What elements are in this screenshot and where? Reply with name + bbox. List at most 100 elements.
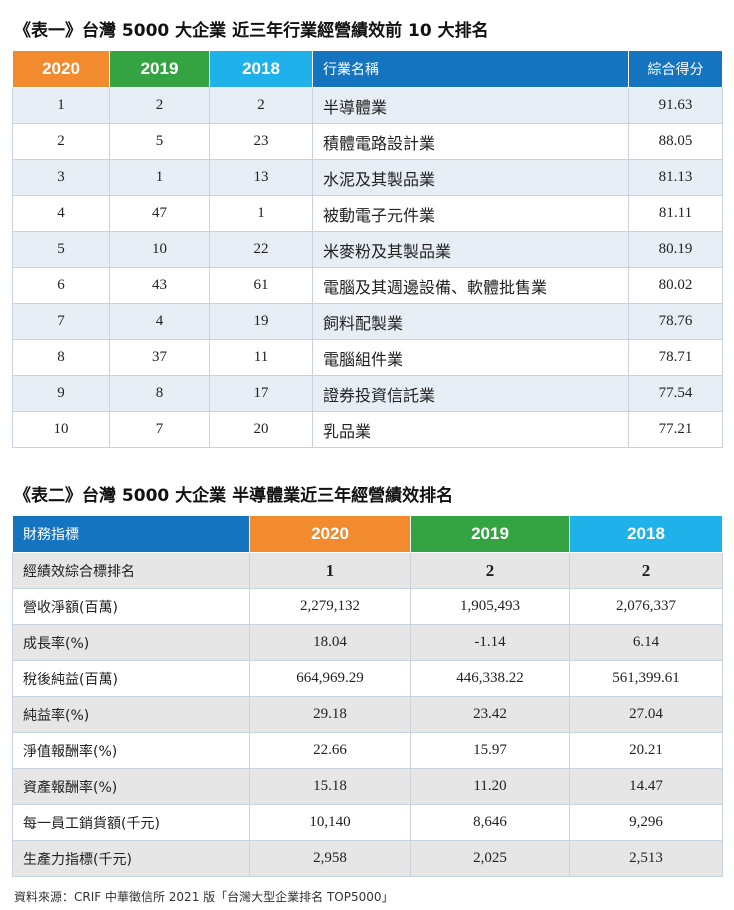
rank-2018-cell: 2 xyxy=(209,87,313,124)
value-2018-cell: 2 xyxy=(569,552,723,589)
table2-row: 資產報酬率(%) 15.18 11.20 14.47 xyxy=(12,768,723,805)
value-2019-cell: 8,646 xyxy=(410,804,570,841)
table1-header-2018: 2018 xyxy=(209,50,313,88)
table1-row: 4 47 1 被動電子元件業 81.11 xyxy=(12,195,723,232)
rank-2018-cell: 20 xyxy=(209,411,313,448)
value-2018-cell: 2,513 xyxy=(569,840,723,877)
table1-row: 9 8 17 證券投資信託業 77.54 xyxy=(12,375,723,412)
value-2020-cell: 18.04 xyxy=(249,624,411,661)
table2-row: 經績效綜合標排名 1 2 2 xyxy=(12,552,723,589)
value-2019-cell: 15.97 xyxy=(410,732,570,769)
score-cell: 91.63 xyxy=(628,87,723,124)
table1-row: 5 10 22 米麥粉及其製品業 80.19 xyxy=(12,231,723,268)
rank-2019-cell: 1 xyxy=(109,159,210,196)
rank-2019-cell: 5 xyxy=(109,123,210,160)
value-2020-cell: 22.66 xyxy=(249,732,411,769)
industry-name-cell: 飼料配製業 xyxy=(312,303,629,340)
industry-name-cell: 米麥粉及其製品業 xyxy=(312,231,629,268)
metric-label-cell: 經績效綜合標排名 xyxy=(12,552,250,589)
rank-2018-cell: 1 xyxy=(209,195,313,232)
rank-2018-cell: 23 xyxy=(209,123,313,160)
value-2019-cell: 446,338.22 xyxy=(410,660,570,697)
table2-header-row: 財務指標 2020 2019 2018 xyxy=(12,515,723,553)
value-2020-cell: 10,140 xyxy=(249,804,411,841)
score-cell: 80.02 xyxy=(628,267,723,304)
rank-2019-cell: 4 xyxy=(109,303,210,340)
rank-2018-cell: 22 xyxy=(209,231,313,268)
score-cell: 78.76 xyxy=(628,303,723,340)
rank-2020-cell: 8 xyxy=(12,339,110,376)
table2-row: 生產力指標(千元) 2,958 2,025 2,513 xyxy=(12,840,723,877)
table1-row: 3 1 13 水泥及其製品業 81.13 xyxy=(12,159,723,196)
rank-2018-cell: 13 xyxy=(209,159,313,196)
rank-2019-cell: 43 xyxy=(109,267,210,304)
score-cell: 88.05 xyxy=(628,123,723,160)
rank-2018-cell: 61 xyxy=(209,267,313,304)
table1-row: 10 7 20 乳品業 77.21 xyxy=(12,411,723,448)
table2-header-2019: 2019 xyxy=(410,515,570,553)
table1-header-2020: 2020 xyxy=(12,50,110,88)
metric-label-cell: 每一員工銷貨額(千元) xyxy=(12,804,250,841)
table1-row: 1 2 2 半導體業 91.63 xyxy=(12,87,723,124)
industry-ranking-table: 2020 2019 2018 行業名稱 綜合得分 1 2 2 半導體業 91.63 2 5 2… xyxy=(12,50,723,448)
metric-label-cell: 生產力指標(千元) xyxy=(12,840,250,877)
industry-name-cell: 半導體業 xyxy=(312,87,629,124)
rank-2019-cell: 47 xyxy=(109,195,210,232)
table1-header-score: 綜合得分 xyxy=(628,50,723,88)
value-2018-cell: 6.14 xyxy=(569,624,723,661)
table1-row: 2 5 23 積體電路設計業 88.05 xyxy=(12,123,723,160)
score-cell: 78.71 xyxy=(628,339,723,376)
industry-name-cell: 積體電路設計業 xyxy=(312,123,629,160)
value-2018-cell: 27.04 xyxy=(569,696,723,733)
metric-label-cell: 純益率(%) xyxy=(12,696,250,733)
metric-label-cell: 稅後純益(百萬) xyxy=(12,660,250,697)
value-2020-cell: 664,969.29 xyxy=(249,660,411,697)
rank-2018-cell: 19 xyxy=(209,303,313,340)
rank-2020-cell: 4 xyxy=(12,195,110,232)
source-note: 資料來源：CRIF 中華徵信所 2021 版「台灣大型企業排名 TOP5000」 xyxy=(14,890,394,904)
industry-name-cell: 水泥及其製品業 xyxy=(312,159,629,196)
rank-2020-cell: 7 xyxy=(12,303,110,340)
value-2019-cell: 1,905,493 xyxy=(410,588,570,625)
industry-name-cell: 證券投資信託業 xyxy=(312,375,629,412)
table2-row: 稅後純益(百萬) 664,969.29 446,338.22 561,399.61 xyxy=(12,660,723,697)
metric-label-cell: 淨值報酬率(%) xyxy=(12,732,250,769)
value-2020-cell: 15.18 xyxy=(249,768,411,805)
industry-name-cell: 乳品業 xyxy=(312,411,629,448)
table2-row: 純益率(%) 29.18 23.42 27.04 xyxy=(12,696,723,733)
rank-2020-cell: 6 xyxy=(12,267,110,304)
value-2019-cell: 2 xyxy=(410,552,570,589)
rank-2019-cell: 7 xyxy=(109,411,210,448)
table1-header-2019: 2019 xyxy=(109,50,210,88)
table2-header-metric: 財務指標 xyxy=(12,515,250,553)
rank-2020-cell: 10 xyxy=(12,411,110,448)
score-cell: 80.19 xyxy=(628,231,723,268)
metric-label-cell: 成長率(%) xyxy=(12,624,250,661)
rank-2020-cell: 3 xyxy=(12,159,110,196)
value-2020-cell: 1 xyxy=(249,552,411,589)
rank-2019-cell: 10 xyxy=(109,231,210,268)
value-2019-cell: 2,025 xyxy=(410,840,570,877)
table2-row: 成長率(%) 18.04 -1.14 6.14 xyxy=(12,624,723,661)
rank-2020-cell: 1 xyxy=(12,87,110,124)
industry-name-cell: 電腦及其週邊設備、軟體批售業 xyxy=(312,267,629,304)
table1-row: 7 4 19 飼料配製業 78.76 xyxy=(12,303,723,340)
rank-2020-cell: 5 xyxy=(12,231,110,268)
value-2018-cell: 561,399.61 xyxy=(569,660,723,697)
table1-row: 6 43 61 電腦及其週邊設備、軟體批售業 80.02 xyxy=(12,267,723,304)
table2-header-2018: 2018 xyxy=(569,515,723,553)
rank-2019-cell: 37 xyxy=(109,339,210,376)
value-2018-cell: 2,076,337 xyxy=(569,588,723,625)
score-cell: 77.21 xyxy=(628,411,723,448)
rank-2019-cell: 8 xyxy=(109,375,210,412)
value-2018-cell: 9,296 xyxy=(569,804,723,841)
value-2019-cell: 23.42 xyxy=(410,696,570,733)
semiconductor-performance-table: 財務指標 2020 2019 2018 經績效綜合標排名 1 2 2 營收淨額(百萬) 2… xyxy=(12,515,723,877)
metric-label-cell: 營收淨額(百萬) xyxy=(12,588,250,625)
rank-2020-cell: 2 xyxy=(12,123,110,160)
score-cell: 81.13 xyxy=(628,159,723,196)
table2-header-2020: 2020 xyxy=(249,515,411,553)
score-cell: 81.11 xyxy=(628,195,723,232)
table2-title: 《表二》台灣 5000 大企業 半導體業近三年經營績效排名 xyxy=(14,486,454,506)
rank-2020-cell: 9 xyxy=(12,375,110,412)
